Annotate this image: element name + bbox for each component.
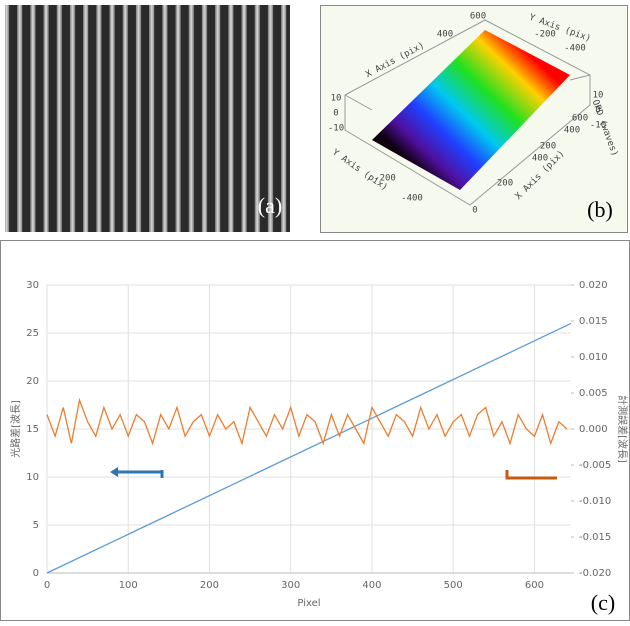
x-tick-label: 200: [200, 580, 219, 591]
x-tick-label: 600: [525, 580, 544, 591]
tick-label: 400: [564, 126, 580, 136]
x-tick-label: 0: [44, 580, 50, 591]
tick-label: 0: [595, 106, 600, 116]
x-tick-label: 500: [444, 580, 463, 591]
y2-tick-label: 0.010: [579, 352, 608, 363]
x-axis-title: Pixel: [297, 598, 320, 609]
tick-label: 600: [572, 114, 588, 124]
x-tick-label: 400: [362, 580, 381, 591]
x-tick-label: 300: [281, 580, 300, 591]
surface: [372, 30, 570, 190]
tick-label: -200: [374, 174, 396, 184]
axes-box: [344, 19, 591, 206]
x-tick-label: 100: [119, 580, 138, 591]
y2-axis-title: 計測誤差[波長]: [616, 395, 629, 463]
y2-tick-label: -0.020: [579, 568, 611, 579]
arrow-head: [110, 467, 118, 477]
tick-label: 0: [333, 109, 338, 119]
tick-label: 600: [470, 12, 486, 22]
tick-label: 200: [497, 179, 513, 189]
y2-tick-label: 0.005: [579, 388, 608, 399]
y2-tick-label: 0.020: [579, 280, 608, 291]
panel-a: (a): [5, 5, 290, 232]
y-tick-label: 30: [26, 280, 39, 291]
tick-label: -400: [564, 44, 586, 54]
panel-label: (c): [591, 590, 615, 615]
fringe-image: [5, 5, 290, 232]
series-line: [46, 322, 572, 574]
panel-b: X Axis (pix)Y Axis (pix) X Axis (pix)Y Ax…: [320, 5, 628, 233]
y-tick-label: 20: [26, 376, 39, 387]
tick-label: 200: [540, 142, 556, 152]
series-line: [46, 397, 568, 446]
panel-label: (b): [587, 197, 613, 222]
tick-label: 10: [331, 94, 342, 104]
y-axis-title: 光路差[波長]: [9, 400, 22, 458]
tick-label: 10: [593, 91, 604, 101]
y2-tick-label: -0.015: [579, 532, 611, 543]
y-tick-label: 5: [33, 520, 39, 531]
y-tick-label: 15: [26, 424, 39, 435]
tick-label: -10: [590, 121, 606, 131]
tick-label: 400: [532, 154, 548, 164]
panel-frame: [0, 240, 630, 621]
y-tick-label: 25: [26, 328, 39, 339]
tick-label: 0: [472, 206, 477, 216]
tick-label: 400: [437, 30, 453, 40]
tick-label: -400: [401, 194, 423, 204]
y2-tick-label: -0.010: [579, 496, 611, 507]
y2-tick-label: 0.000: [579, 424, 608, 435]
panel-c: 0 5 10 15 20 25 30 0.020 0.015 0.010 0.005 0.000 -0.…: [0, 240, 630, 621]
tick-label: -10: [328, 124, 344, 134]
bracket-right: [505, 470, 557, 480]
panel-label: (a): [258, 193, 282, 218]
y-tick-label: 10: [26, 472, 39, 483]
y2-tick-label: 0.015: [579, 316, 608, 327]
arrow-left: [115, 470, 164, 478]
y2-tick-label: -0.005: [579, 460, 611, 471]
tick-label: -200: [534, 30, 556, 40]
y-tick-label: 0: [33, 568, 39, 579]
